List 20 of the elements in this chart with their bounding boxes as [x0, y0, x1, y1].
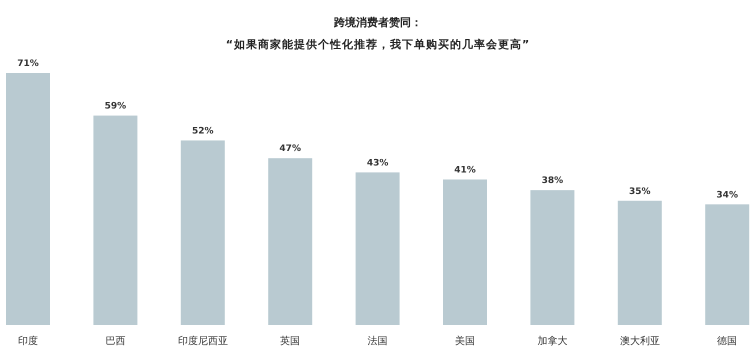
data-label: 43% [366, 158, 388, 168]
x-tick-label: 德国 [717, 336, 738, 347]
title: 跨境消费者赞同： [334, 16, 422, 29]
data-label: 47% [279, 144, 301, 154]
x-tick-label: 法国 [368, 335, 388, 347]
x-tick-label: 美国 [455, 335, 475, 347]
data-label: 52% [192, 126, 214, 136]
x-tick-label: 印度尼西亚 [178, 335, 228, 347]
subtitle: “如果商家能提供个性化推荐，我下单购买的几率会更高” [226, 38, 530, 51]
data-label: 38% [542, 176, 564, 186]
data-label: 35% [629, 186, 651, 197]
x-tick-label: 巴西 [105, 336, 126, 347]
data-label: 34% [716, 190, 738, 200]
x-tick-label: 加拿大 [537, 335, 568, 347]
x-tick-label: 印度 [18, 335, 38, 347]
data-label: 59% [104, 102, 126, 112]
data-label: 41% [454, 165, 476, 176]
x-tick-label: 澳大利亚 [620, 335, 660, 347]
x-tick-label: 英国 [280, 335, 300, 347]
data-label: 71% [17, 59, 39, 69]
